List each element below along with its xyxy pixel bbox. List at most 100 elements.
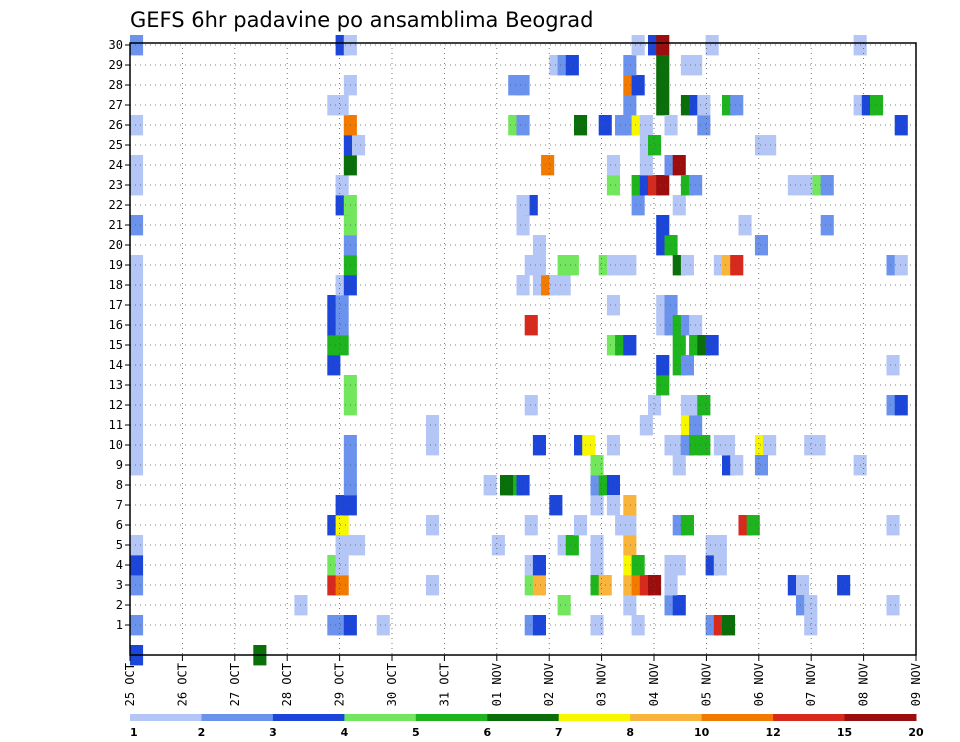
cell-244 — [746, 515, 760, 536]
cell-250 — [763, 135, 777, 156]
colorbar-label-4: 4 — [341, 726, 349, 739]
cell-236 — [722, 435, 736, 456]
ytick-label-12: 12 — [109, 398, 123, 412]
cell-20 — [130, 35, 144, 56]
cell-94 — [516, 215, 530, 236]
cell-78 — [532, 575, 546, 596]
cell-152 — [639, 155, 653, 176]
ytick-label-1: 1 — [116, 618, 123, 632]
cell-35 — [335, 535, 349, 556]
cell-102 — [557, 595, 571, 616]
xtick-label-6: 31 OCT — [437, 663, 451, 706]
colorbar-swatch-1 — [201, 714, 274, 721]
cell-145 — [648, 575, 662, 596]
cell-161 — [623, 95, 637, 116]
cell-131 — [606, 155, 620, 176]
cell-22 — [426, 575, 440, 596]
ytick-label-20: 20 — [109, 238, 123, 252]
plot-frame — [129, 42, 917, 656]
cell-212 — [672, 155, 686, 176]
colorbar-swatch-8 — [701, 714, 774, 721]
cell-118 — [590, 495, 604, 516]
cell-123 — [590, 455, 604, 476]
cell-207 — [705, 335, 719, 356]
colorbar-swatch-9 — [773, 714, 846, 721]
colorbar-swatch-5 — [487, 714, 560, 721]
cell-242 — [705, 35, 719, 56]
colorbar-swatch-6 — [558, 714, 631, 721]
colorbar-label-10: 10 — [694, 726, 710, 739]
cell-200 — [680, 355, 694, 376]
cell-265 — [837, 575, 851, 596]
cell-264 — [820, 215, 834, 236]
ytick-label-24: 24 — [109, 158, 123, 172]
ytick-label-23: 23 — [109, 178, 123, 192]
cell-124 — [590, 615, 604, 636]
cell-225 — [672, 455, 686, 476]
ytick-label-2: 2 — [116, 598, 123, 612]
cell-277 — [894, 255, 908, 276]
xtick-label-10: 04 NOV — [647, 663, 661, 706]
cell-114 — [582, 435, 596, 456]
colorbar-label-7: 7 — [555, 726, 563, 739]
cell-248 — [754, 235, 768, 256]
ytick-label-7: 7 — [116, 498, 123, 512]
cell-239 — [730, 255, 744, 276]
ytick-label-25: 25 — [109, 138, 123, 152]
cell-170 — [656, 375, 670, 396]
xtick-label-11: 05 NOV — [699, 663, 713, 706]
cell-6 — [130, 435, 144, 456]
ytick-label-15: 15 — [109, 338, 123, 352]
ytick-label-22: 22 — [109, 198, 123, 212]
cell-70 — [376, 615, 390, 636]
cell-34 — [335, 555, 349, 576]
cell-10 — [130, 355, 144, 376]
cell-63 — [352, 135, 366, 156]
ytick-label-30: 30 — [109, 38, 123, 52]
cell-106 — [557, 275, 571, 296]
cell-96 — [516, 195, 530, 216]
colorbar: 1 2 3 4 5 6 7 8 10 12 15 20 — [130, 714, 924, 739]
cell-91 — [532, 255, 546, 276]
cell-165 — [631, 35, 645, 56]
cell-13 — [130, 295, 144, 316]
xtick-label-1: 26 OCT — [175, 663, 189, 706]
colorbar-swatch-0 — [130, 714, 202, 721]
cell-253 — [796, 575, 810, 596]
cell-36 — [352, 535, 366, 556]
ytick-label-17: 17 — [109, 298, 123, 312]
cell-274 — [894, 395, 908, 416]
cell-269 — [870, 95, 884, 116]
cell-48 — [335, 335, 349, 356]
ytick-label-5: 5 — [116, 538, 123, 552]
cell-5 — [130, 455, 144, 476]
cell-218 — [697, 115, 711, 136]
cell-201 — [672, 335, 686, 356]
cell-156 — [623, 255, 637, 276]
chart-title: GEFS 6hr padavine po ansamblima Beograd — [130, 8, 593, 32]
cell-81 — [532, 615, 546, 636]
colorbar-swatch-10 — [844, 714, 917, 721]
cell-188 — [672, 555, 686, 576]
cell-60 — [335, 175, 349, 196]
cell-167 — [648, 135, 662, 156]
cell-15 — [130, 255, 144, 276]
colorbar-label-2: 2 — [198, 726, 206, 739]
cell-140 — [615, 515, 629, 536]
cell-93 — [532, 435, 546, 456]
cell-151 — [656, 175, 670, 196]
ytick-label-9: 9 — [116, 458, 123, 472]
cell-1 — [130, 615, 144, 636]
cell-258 — [812, 435, 826, 456]
cell-50 — [335, 315, 349, 336]
colorbar-swatch-2 — [272, 714, 345, 721]
cell-115 — [590, 555, 604, 576]
cell-4 — [130, 535, 144, 556]
ytick-label-8: 8 — [116, 478, 123, 492]
cell-164 — [623, 55, 637, 76]
xtick-label-7: 01 NOV — [490, 663, 504, 706]
cell-271 — [886, 595, 900, 616]
cell-209 — [680, 255, 694, 276]
ytick-label-11: 11 — [109, 418, 123, 432]
